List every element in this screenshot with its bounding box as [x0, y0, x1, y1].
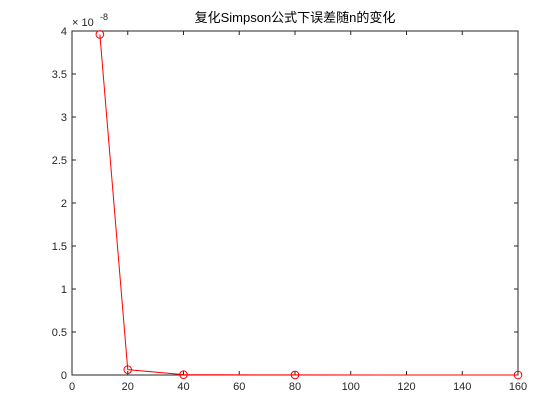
y-tick-label: 4: [61, 26, 67, 38]
data-point-marker: [179, 370, 188, 379]
data-point-marker: [290, 370, 300, 380]
series-line: [99, 34, 519, 376]
y-tick-label: 1: [61, 284, 67, 296]
y-tick-label: 3.5: [52, 69, 67, 81]
y-tick-label: 3: [61, 112, 67, 124]
x-tick-label: 60: [233, 381, 245, 393]
series-polyline: [99, 34, 519, 376]
x-tick-label: 100: [342, 381, 360, 393]
y-ticks: 0 0.5 1 1.5 2 2.5 3 3.5 4: [52, 26, 518, 382]
x-tick-label: 80: [289, 381, 301, 393]
y-tick-label: 1.5: [52, 241, 67, 253]
chart-title: 复化Simpson公式下误差随n的变化: [195, 10, 396, 25]
y-tick-label: 0: [61, 370, 67, 382]
data-point-marker: [95, 30, 105, 39]
x-tick-label: 140: [453, 381, 471, 393]
x-tick-label: 40: [177, 381, 189, 393]
y-exponent: -8: [100, 12, 108, 22]
x-tick-label: 20: [122, 381, 134, 393]
y-tick-label: 2.5: [52, 155, 67, 167]
x-ticks: 0 20 40 60 80 100 120 140 160: [69, 31, 527, 393]
x-tick-label: 120: [397, 381, 415, 393]
y-tick-label: 0.5: [52, 327, 67, 339]
y-tick-label: 2: [61, 198, 67, 210]
y-exponent-label: × 10: [72, 17, 94, 29]
data-point-marker: [513, 370, 523, 380]
plot-area: [72, 31, 518, 375]
x-tick-label: 160: [509, 381, 527, 393]
series-markers: [95, 30, 523, 380]
x-tick-label: 0: [69, 381, 75, 393]
data-point-marker: [123, 365, 133, 374]
